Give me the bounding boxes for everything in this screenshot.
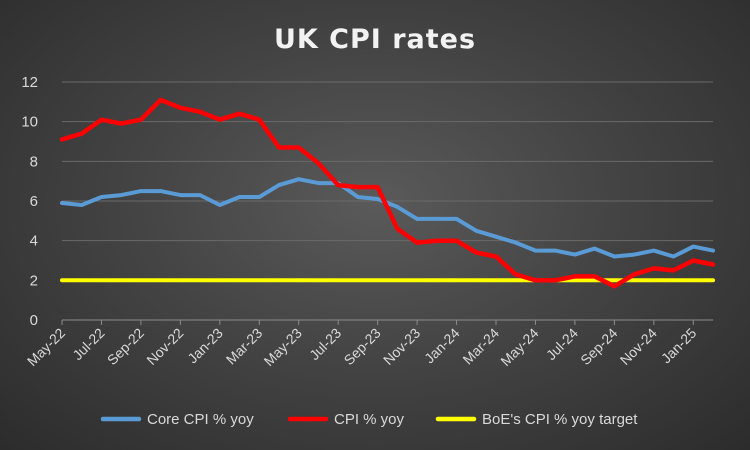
y-tick-label: 8	[30, 153, 38, 170]
y-tick-label: 2	[30, 272, 38, 289]
x-tick-label: May-23	[261, 325, 305, 369]
x-tick-label: Nov-23	[380, 325, 423, 368]
y-tick-label: 6	[30, 193, 38, 210]
x-tick-label: Sep-22	[104, 325, 147, 368]
x-tick-label: Mar-23	[223, 325, 266, 368]
gridlines	[62, 81, 713, 281]
legend-cpi: CPI % yoy	[287, 411, 405, 428]
x-tick-label: Jul-23	[306, 325, 344, 363]
x-tick-label: Jan-23	[184, 325, 226, 367]
cpi-line	[59, 97, 716, 289]
legend-label: Core CPI % yoy	[147, 411, 254, 428]
x-tick-label: Jan-24	[421, 325, 463, 367]
y-tick-label: 12	[21, 74, 38, 91]
y-tick-label: 10	[21, 114, 38, 131]
x-tick-label: Mar-24	[459, 325, 502, 368]
x-tick-label: May-24	[497, 325, 541, 369]
x-tick-label: Nov-24	[617, 325, 660, 368]
chart-title: UK CPI rates	[274, 24, 476, 55]
x-tick-label: May-22	[24, 325, 68, 369]
x-tick-label: Sep-24	[577, 325, 620, 368]
legend-label: BoE's CPI % yoy target	[482, 411, 638, 428]
legend-label: CPI % yoy	[334, 411, 405, 428]
legend-boe-target: BoE's CPI % yoy target	[435, 411, 638, 428]
x-tick-label: Jul-24	[543, 325, 581, 363]
x-tick-label: Sep-23	[341, 325, 384, 368]
y-tick-label: 4	[30, 233, 38, 250]
legend-core-cpi: Core CPI % yoy	[100, 411, 254, 428]
x-axis-ticks: May-22 Jul-22Sep-22Nov-22Jan-23Mar-23May-…	[24, 320, 700, 369]
x-tick-label: Jul-22	[69, 325, 107, 363]
y-axis-ticks: 0 2 4 6 8 10 12	[21, 74, 38, 329]
x-tick-label: Nov-22	[143, 325, 186, 368]
x-tick-label: Jan-25	[658, 325, 700, 367]
y-tick-label: 0	[30, 312, 38, 329]
legend: Core CPI % yoy CPI % yoy BoE's CPI % yoy t…	[100, 411, 638, 428]
series-lines	[59, 97, 716, 289]
core-cpi-line	[60, 177, 715, 259]
